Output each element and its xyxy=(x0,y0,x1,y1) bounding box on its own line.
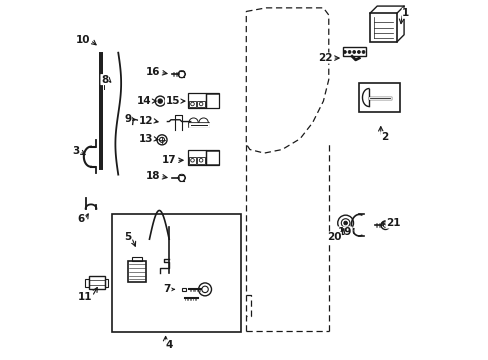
Text: 4: 4 xyxy=(165,340,173,350)
Text: 3: 3 xyxy=(72,146,80,156)
Text: 19: 19 xyxy=(337,227,351,237)
Circle shape xyxy=(357,50,360,53)
Text: 7: 7 xyxy=(163,284,171,294)
Text: 9: 9 xyxy=(124,114,131,124)
Text: 21: 21 xyxy=(386,218,400,228)
Text: 12: 12 xyxy=(138,116,153,126)
Text: 2: 2 xyxy=(380,132,387,142)
Text: 8: 8 xyxy=(101,75,108,85)
Circle shape xyxy=(343,50,346,53)
Text: 14: 14 xyxy=(136,96,151,106)
Circle shape xyxy=(352,50,355,53)
Text: 6: 6 xyxy=(78,215,85,224)
Circle shape xyxy=(362,50,364,53)
Text: 16: 16 xyxy=(145,67,160,77)
Text: 13: 13 xyxy=(138,134,153,144)
Text: 20: 20 xyxy=(326,232,341,242)
Text: 5: 5 xyxy=(124,232,131,242)
Text: 22: 22 xyxy=(317,53,332,63)
Circle shape xyxy=(347,50,350,53)
Circle shape xyxy=(343,221,346,225)
Circle shape xyxy=(158,99,162,103)
Text: 15: 15 xyxy=(165,96,180,106)
Text: 1: 1 xyxy=(402,8,409,18)
Text: 18: 18 xyxy=(145,171,160,181)
Text: 10: 10 xyxy=(76,35,90,45)
Text: 11: 11 xyxy=(78,292,92,302)
Text: 17: 17 xyxy=(162,155,176,165)
